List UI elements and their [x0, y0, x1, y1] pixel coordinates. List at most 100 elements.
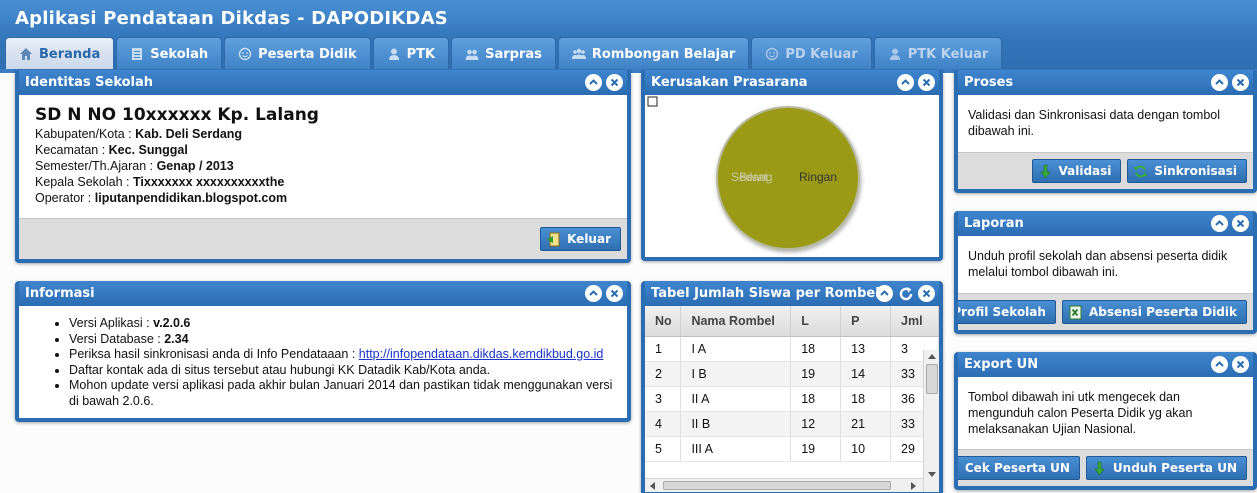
close-icon[interactable]: [1232, 74, 1249, 91]
table-cell: II B: [680, 411, 792, 437]
informasi-panel: Informasi Versi Aplikasi : v.2.0.6 Versi…: [15, 281, 631, 422]
table-row[interactable]: 3 II A 18 18 36: [645, 386, 939, 412]
export-text: Tombol dibawah ini utk mengecek dan meng…: [968, 390, 1193, 436]
vertical-scrollbar[interactable]: [923, 350, 939, 492]
panel-title: Tabel Jumlah Siswa per Rombel: [651, 286, 880, 301]
chart-legend-box: [647, 96, 658, 107]
column-header[interactable]: Jml: [890, 306, 939, 337]
info-row: Kabupaten/Kota : Kab. Deli Serdang: [35, 127, 243, 141]
close-icon[interactable]: [1232, 356, 1249, 373]
smiley-icon: [765, 47, 779, 61]
panel-title: Informasi: [25, 286, 95, 301]
validasi-button[interactable]: Validasi: [1031, 159, 1122, 183]
scroll-right-arrow[interactable]: [911, 482, 916, 490]
table-cell: 14: [840, 361, 892, 387]
column-header[interactable]: P: [840, 306, 892, 337]
table-row[interactable]: 1 I A 18 13 3: [645, 336, 939, 362]
identitas-footer: Keluar: [19, 218, 627, 259]
tab-pd-keluar[interactable]: PD Keluar: [751, 37, 872, 70]
panel-header: Laporan: [958, 211, 1253, 236]
exit-icon: [547, 232, 560, 246]
proses-panel: Proses Validasi dan Sinkronisasi data de…: [954, 70, 1257, 193]
collapse-icon[interactable]: [897, 74, 914, 91]
table-cell: 12: [790, 411, 842, 437]
scroll-up-arrow[interactable]: [928, 354, 936, 359]
refresh-icon[interactable]: [897, 285, 914, 302]
export-footer: Cek Peserta UN Unduh Peserta UN: [958, 449, 1253, 486]
tab-label: PTK Keluar: [907, 46, 989, 62]
user-icon: [387, 47, 401, 61]
scroll-left-arrow[interactable]: [650, 482, 655, 490]
sinkronisasi-button[interactable]: Sinkronisasi: [1127, 159, 1247, 183]
collapse-icon[interactable]: [1211, 356, 1228, 373]
collapse-icon[interactable]: [876, 285, 893, 302]
profil-sekolah-button[interactable]: Profil Sekolah: [958, 300, 1056, 324]
export-body: Tombol dibawah ini utk mengecek dan meng…: [958, 377, 1253, 449]
list-item: Mohon update versi aplikasi pada akhir b…: [69, 378, 619, 409]
app-header: Aplikasi Pendataan Dikdas - DAPODIKDAS B…: [0, 0, 1257, 70]
info-row: Kecamatan : Kec. Sunggal: [35, 143, 188, 157]
tab-ptk-keluar[interactable]: PTK Keluar: [873, 37, 1003, 70]
absensi-peserta-didik-button[interactable]: Absensi Peserta Didik: [1061, 300, 1247, 324]
table-cell: 18: [840, 386, 892, 412]
rombel-table: No Nama Rombel L P Jml 1 I A 18 13 3 2 I: [645, 306, 939, 462]
tab-ptk[interactable]: PTK: [372, 37, 450, 70]
table-header-row: No Nama Rombel L P Jml: [645, 306, 939, 337]
unduh-peserta-un-button[interactable]: Unduh Peserta UN: [1085, 456, 1247, 480]
close-icon[interactable]: [606, 74, 623, 91]
close-icon[interactable]: [606, 285, 623, 302]
horizontal-scrollbar[interactable]: [645, 478, 923, 492]
collapse-icon[interactable]: [585, 74, 602, 91]
panel-title: Kerusakan Prasarana: [651, 75, 808, 90]
pie-slice[interactable]: [716, 106, 860, 250]
info-row: Kepala Sekolah : Tixxxxxxx xxxxxxxxxxthe: [35, 175, 285, 189]
info-list: Versi Aplikasi : v.2.0.6 Versi Database …: [69, 316, 619, 409]
arrow-down-icon: [1039, 164, 1051, 178]
tab-rombongan-belajar[interactable]: Rombongan Belajar: [557, 37, 750, 70]
panel-header: Tabel Jumlah Siswa per Rombel: [645, 281, 939, 306]
close-icon[interactable]: [918, 285, 935, 302]
excel-icon: [1069, 305, 1082, 319]
kerusakan-pie-chart: Sedang Berat Ringan: [647, 96, 860, 250]
document-icon: [130, 47, 144, 61]
laporan-panel: Laporan Unduh profil sekolah dan absensi…: [954, 211, 1257, 334]
panel-header: Informasi: [19, 281, 627, 306]
tab-sarpras[interactable]: Sarpras: [451, 37, 556, 70]
identitas-body: SD N NO 10xxxxxx Kp. Lalang Kabupaten/Ko…: [19, 95, 627, 218]
scroll-thumb[interactable]: [926, 364, 938, 394]
column-header[interactable]: Nama Rombel: [680, 306, 792, 337]
proses-body: Validasi dan Sinkronisasi data dengan to…: [958, 95, 1253, 152]
laporan-body: Unduh profil sekolah dan absensi peserta…: [958, 236, 1253, 293]
close-icon[interactable]: [918, 74, 935, 91]
table-row[interactable]: 5 III A 19 10 29: [645, 436, 939, 462]
table-row[interactable]: 2 I B 19 14 33: [645, 361, 939, 387]
table-row[interactable]: 4 II B 12 21 33: [645, 411, 939, 437]
tab-beranda[interactable]: Beranda: [5, 37, 115, 70]
scroll-down-arrow[interactable]: [928, 472, 936, 477]
tab-sekolah[interactable]: Sekolah: [116, 37, 223, 70]
column-header[interactable]: No: [645, 306, 682, 337]
collapse-icon[interactable]: [1211, 215, 1228, 232]
keluar-button[interactable]: Keluar: [540, 227, 621, 251]
close-icon[interactable]: [1232, 215, 1249, 232]
app-title: Aplikasi Pendataan Dikdas - DAPODIKDAS: [15, 8, 448, 29]
tab-label: Sekolah: [150, 46, 209, 62]
collapse-icon[interactable]: [1211, 74, 1228, 91]
collapse-icon[interactable]: [585, 285, 602, 302]
column-header[interactable]: L: [790, 306, 842, 337]
scroll-thumb[interactable]: [663, 481, 891, 490]
tab-peserta-didik[interactable]: Peserta Didik: [224, 37, 371, 70]
tabel-panel: Tabel Jumlah Siswa per Rombel No Nama Ro…: [641, 281, 943, 493]
table-cell: 3: [645, 386, 682, 412]
table-cell: 21: [840, 411, 892, 437]
rombel-grid: No Nama Rombel L P Jml 1 I A 18 13 3 2 I: [645, 306, 939, 492]
tab-label: PTK: [406, 46, 436, 62]
info-pendataan-link[interactable]: http://infopendataan.dikdas.kemdikbud.go…: [358, 347, 604, 361]
panel-title: Export UN: [964, 357, 1039, 372]
table-cell: 18: [790, 336, 842, 362]
cek-peserta-un-button[interactable]: Cek Peserta UN: [958, 456, 1080, 480]
proses-text: Validasi dan Sinkronisasi data dengan to…: [968, 108, 1221, 138]
table-cell: III A: [680, 436, 792, 462]
panel-header: Export UN: [958, 352, 1253, 377]
table-cell: 19: [790, 436, 842, 462]
